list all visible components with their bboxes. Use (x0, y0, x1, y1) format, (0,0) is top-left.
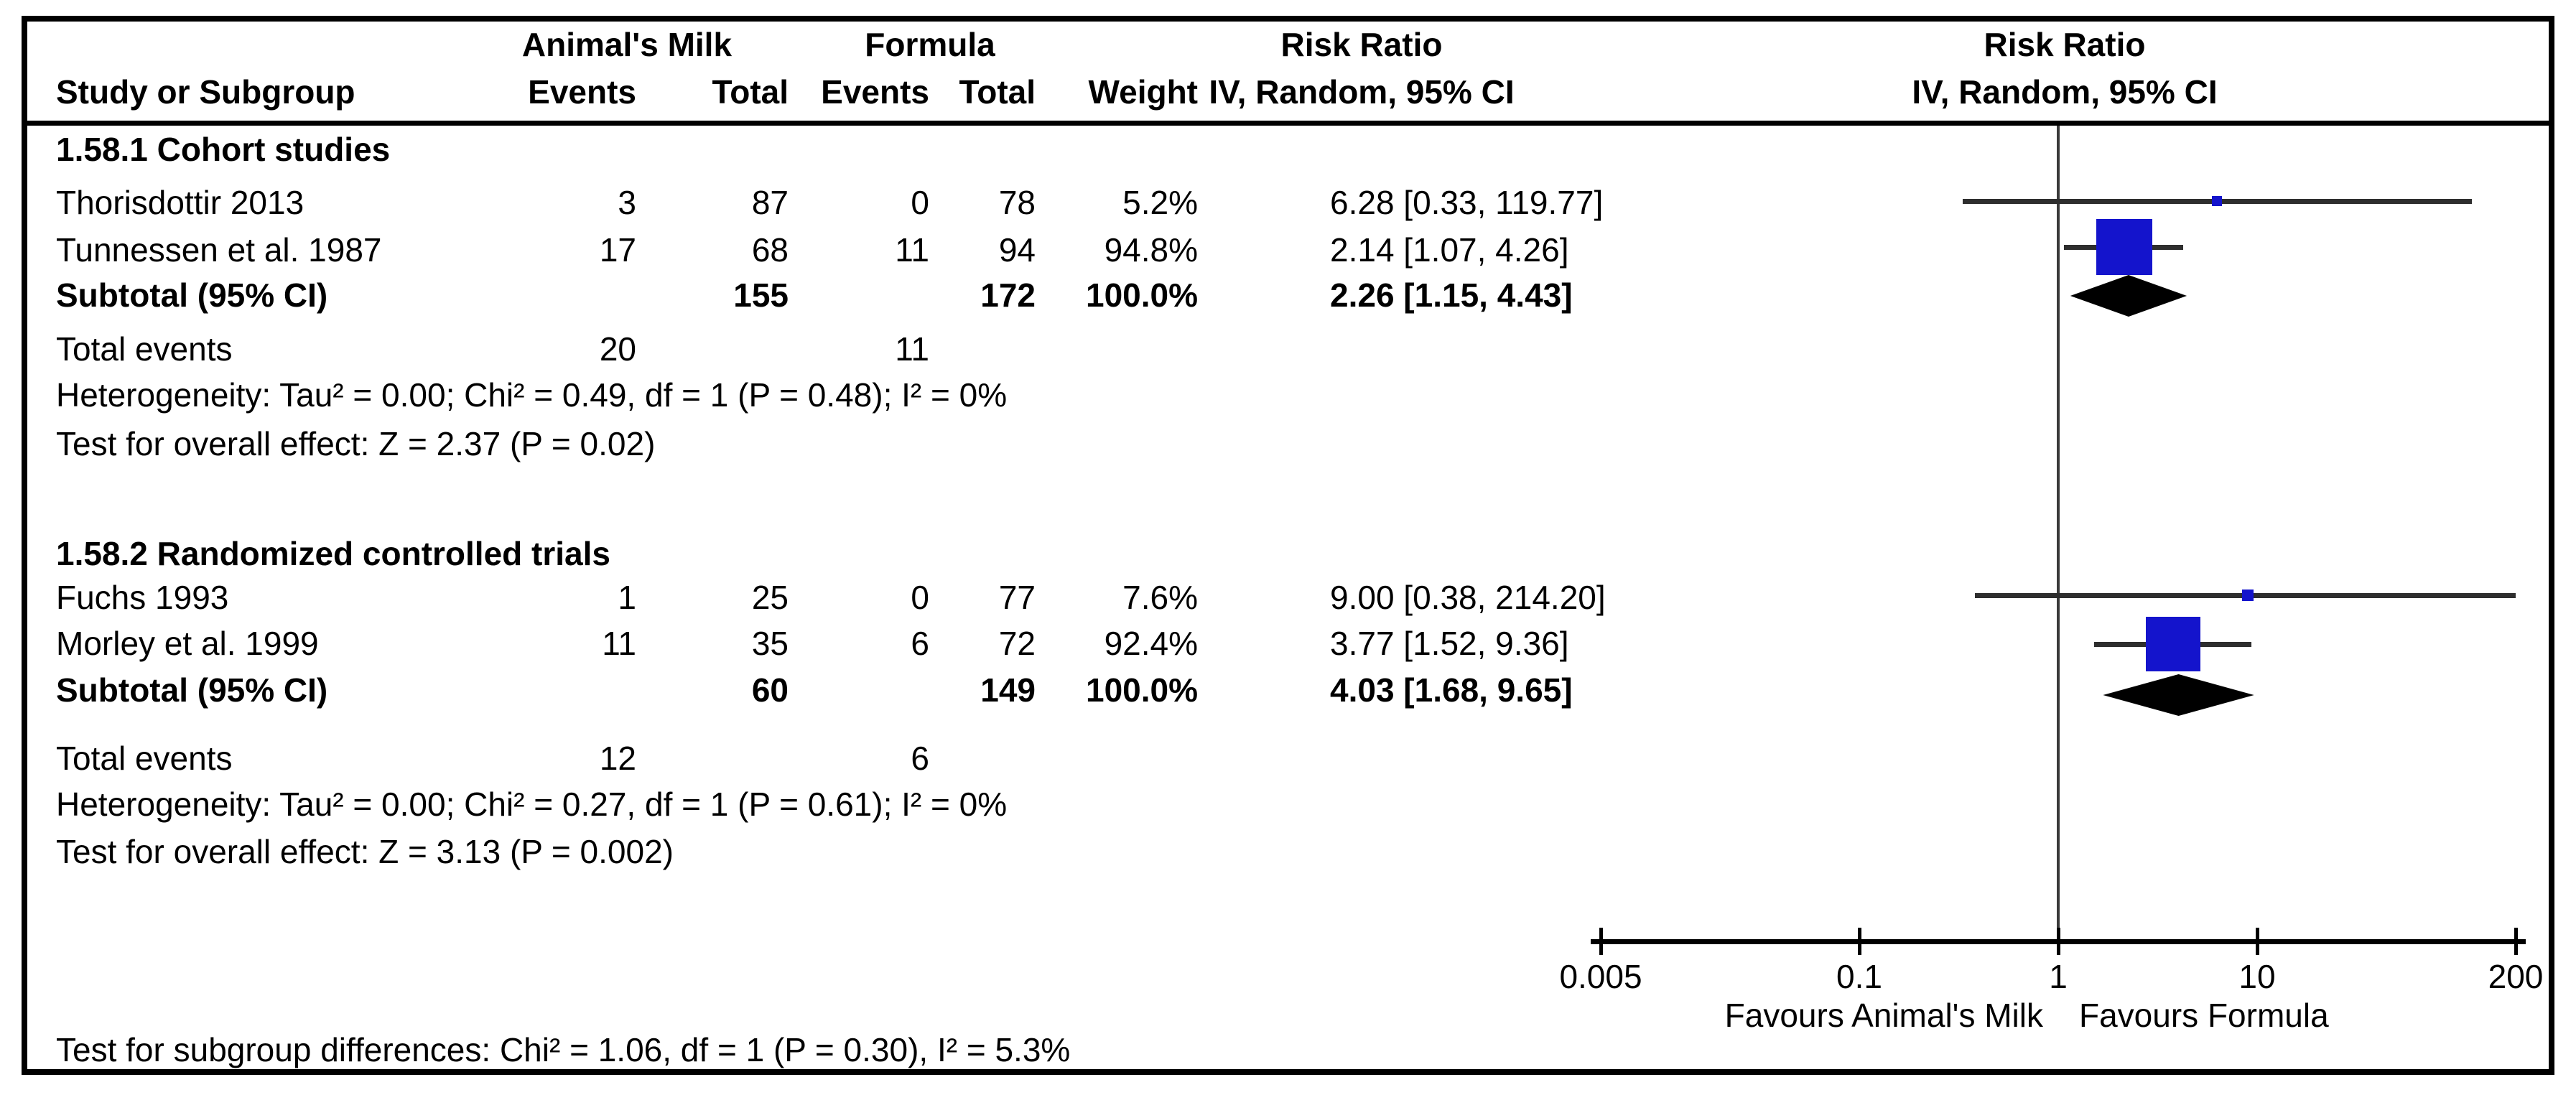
subtotal-total-milk: 60 (751, 671, 789, 709)
axis-tick (1858, 928, 1861, 955)
study-name: Tunnessen et al. 1987 (56, 231, 382, 269)
study-ci-text: 6.28 [0.33, 119.77] (1330, 184, 1604, 221)
study-weight: 94.8% (1104, 231, 1198, 269)
events1-column-header: Events (528, 73, 636, 111)
axis-tick-label: 0.005 (1559, 958, 1642, 995)
study-square-marker (2096, 219, 2152, 275)
study-total-formula: 72 (998, 625, 1036, 662)
study-events-formula: 0 (911, 184, 929, 221)
study-events-formula: 6 (911, 625, 929, 662)
study-total-milk: 25 (751, 579, 789, 616)
axis-tick (1599, 928, 1603, 955)
study-weight: 5.2% (1122, 184, 1198, 221)
axis-tick-label: 200 (2488, 958, 2544, 995)
axis-tick (2514, 928, 2518, 955)
study-total-milk: 68 (751, 231, 789, 269)
study-name: Thorisdottir 2013 (56, 184, 304, 221)
effect-column-subtitle: IV, Random, 95% CI (1209, 73, 1515, 111)
heterogeneity-text: Heterogeneity: Tau² = 0.00; Chi² = 0.27,… (56, 786, 1008, 823)
events2-column-header: Events (821, 73, 929, 111)
overall-effect-text: Test for overall effect: Z = 3.13 (P = 0… (56, 833, 674, 870)
study-events-milk: 11 (602, 625, 636, 662)
subtotal-label: Subtotal (95% CI) (56, 671, 328, 709)
subgroup-differences-test: Test for subgroup differences: Chi² = 1.… (56, 1031, 1071, 1068)
subtotal-weight: 100.0% (1085, 671, 1198, 709)
study-total-milk: 87 (751, 184, 789, 221)
axis-tick-label: 10 (2238, 958, 2276, 995)
study-ci-text: 9.00 [0.38, 214.20] (1330, 579, 1606, 616)
study-name: Morley et al. 1999 (56, 625, 319, 662)
study-total-milk: 35 (751, 625, 789, 662)
total-events-formula-value: 6 (911, 740, 929, 777)
study-square-marker (2146, 617, 2200, 671)
subtotal-total-formula: 172 (980, 276, 1036, 314)
study-weight: 7.6% (1122, 579, 1198, 616)
favours-left-label: Favours Animal's Milk (1724, 997, 2043, 1034)
study-weight: 92.4% (1104, 625, 1198, 662)
total-events-formula-value: 11 (895, 330, 929, 368)
study-square-marker (2212, 196, 2222, 206)
total-events-label: Total events (56, 330, 233, 368)
subgroup-label: 1.58.1 Cohort studies (56, 131, 391, 168)
null-effect-vertical-line (2057, 126, 2060, 944)
study-ci-text: 3.77 [1.52, 9.36] (1330, 625, 1569, 662)
axis-tick (2057, 928, 2060, 955)
subtotal-weight: 100.0% (1085, 276, 1198, 314)
study-name: Fuchs 1993 (56, 579, 229, 616)
subtotal-ci-text: 2.26 [1.15, 4.43] (1330, 276, 1573, 314)
favours-right-label: Favours Formula (2079, 997, 2329, 1034)
total-events-milk-value: 20 (599, 330, 636, 368)
study-total-formula: 94 (998, 231, 1036, 269)
overall-effect-text: Test for overall effect: Z = 2.37 (P = 0… (56, 425, 656, 462)
axis-tick-label: 0.1 (1836, 958, 1882, 995)
group2-header: Formula (865, 26, 995, 63)
subtotal-total-milk: 155 (733, 276, 789, 314)
group1-header: Animal's Milk (521, 26, 733, 63)
plot-panel-subtitle: IV, Random, 95% CI (1912, 73, 2218, 111)
study-events-milk: 3 (618, 184, 636, 221)
study-column-header: Study or Subgroup (56, 73, 355, 111)
study-total-formula: 77 (998, 579, 1036, 616)
total-events-milk-value: 12 (599, 740, 636, 777)
study-square-marker (2242, 590, 2254, 601)
subtotal-label: Subtotal (95% CI) (56, 276, 328, 314)
subtotal-ci-text: 4.03 [1.68, 9.65] (1330, 671, 1573, 709)
study-events-milk: 17 (599, 231, 636, 269)
heterogeneity-text: Heterogeneity: Tau² = 0.00; Chi² = 0.49,… (56, 376, 1008, 414)
axis-tick-label: 1 (2049, 958, 2068, 995)
study-events-milk: 1 (618, 579, 636, 616)
header-divider-rule (24, 121, 2552, 126)
study-ci-text: 2.14 [1.07, 4.26] (1330, 231, 1569, 269)
figure-border (22, 16, 2554, 1075)
subgroup-label: 1.58.2 Randomized controlled trials (56, 535, 610, 572)
subtotal-total-formula: 149 (980, 671, 1036, 709)
study-events-formula: 0 (911, 579, 929, 616)
total-events-label: Total events (56, 740, 233, 777)
effect-column-title: Risk Ratio (1280, 26, 1443, 63)
study-total-formula: 78 (998, 184, 1036, 221)
plot-panel-title: Risk Ratio (1984, 26, 2146, 63)
total2-column-header: Total (959, 73, 1036, 111)
total1-column-header: Total (712, 73, 789, 111)
study-events-formula: 11 (895, 231, 929, 269)
axis-tick (2256, 928, 2259, 955)
weight-column-header: Weight (1088, 73, 1198, 111)
